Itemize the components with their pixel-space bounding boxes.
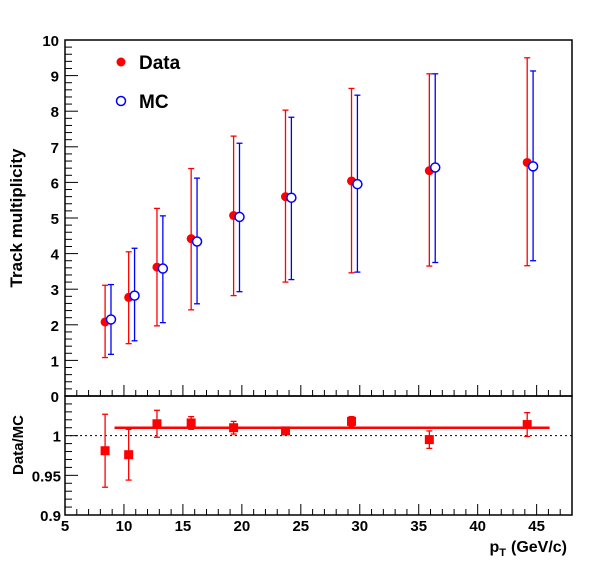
mc-point [352,178,363,190]
mc-point [429,162,441,173]
x-tick-label: 10 [116,518,133,535]
x-tick-label: 5 [61,518,69,535]
top-y-tick-label: 10 [42,33,59,50]
ratio-point [124,450,134,460]
x-tick-label: 35 [410,518,427,535]
ratio-point [280,426,290,436]
top-y-tick-label: 3 [51,282,59,299]
top-y-tick-label: 5 [51,211,59,228]
mc-point [286,192,297,203]
ratio-point [186,418,196,428]
ratio-point [424,435,434,445]
legend-data-marker [116,57,126,67]
x-axis-label-main: p [489,539,499,556]
top-y-tick-label: 6 [51,175,59,192]
ratio-point [100,446,110,456]
top-y-tick-label: 4 [51,247,60,264]
ratio-point [347,416,357,426]
top-y-tick-label: 7 [51,140,59,157]
x-tick-label: 25 [292,518,309,535]
x-axis-label-subscript: T [499,547,506,559]
legend-mc-label: MC [139,92,169,113]
top-y-tick-label: 2 [51,318,59,335]
ratio-point [152,419,162,429]
x-axis-label-unit: (GeV/c) [511,539,567,556]
ratio-point [229,423,239,433]
mc-point [527,161,539,172]
top-y-tick-label: 9 [51,69,59,86]
x-tick-label: 15 [175,518,192,535]
ratio-y-axis-label: Data/MC [10,415,27,475]
ratio-point [522,420,532,430]
top-y-tick-label: 0 [51,389,59,406]
ratio-y-axis: 0.9 0.95 1 [32,403,78,525]
top-panel: 0 1 2 3 4 5 6 7 8 9 10 Track multiplicity Data MC [7,33,573,406]
ratio-y-tick-label: 0.9 [40,508,61,525]
x-tick-label: 45 [528,518,545,535]
x-tick-label: 30 [351,518,368,535]
legend-data-label: Data [139,53,181,74]
ratio-x-axis: 5 10 15 20 25 30 35 40 45 [61,504,573,535]
x-tick-label: 20 [234,518,251,535]
top-y-axis: 0 1 2 3 4 5 6 7 8 9 10 [42,33,78,406]
x-tick-label: 40 [469,518,486,535]
top-x-axis [64,385,573,396]
top-y-tick-label: 1 [51,353,59,370]
ratio-y-tick-label: 1 [53,429,61,446]
mc-point [129,290,140,301]
x-axis-label: pT (GeV/c) [489,539,567,559]
mc-point [191,236,203,247]
ratio-data-marks [100,409,532,488]
legend: Data MC [115,53,181,113]
top-y-axis-label: Track multiplicity [7,148,26,287]
ratio-panel: 0.9 0.95 1 5 10 15 20 25 30 35 40 45 Data/MC pT (Ge… [10,395,573,559]
ratio-y-tick-label: 0.95 [32,468,61,485]
ratio-frame [64,395,573,516]
mc-point [234,211,245,223]
top-y-tick-label: 8 [51,104,59,121]
top-data-marks [100,57,539,359]
mc-point [105,314,117,325]
mc-point [157,263,169,274]
legend-mc-marker [115,95,127,107]
